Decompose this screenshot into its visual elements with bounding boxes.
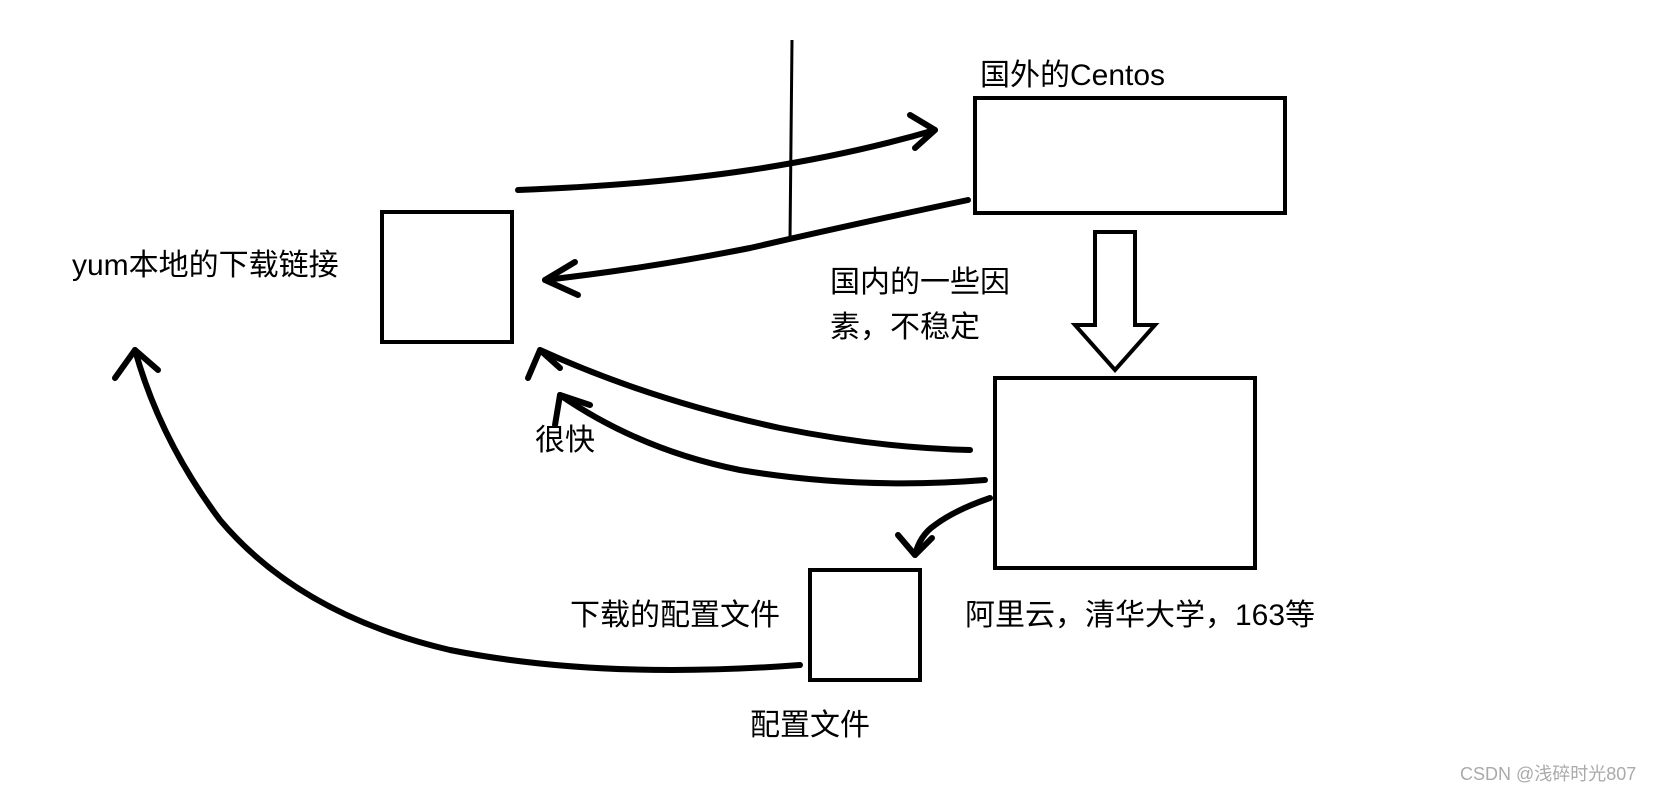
very-fast-label: 很快 (535, 415, 595, 459)
config-file-label: 配置文件 (750, 700, 870, 744)
mirror-box (995, 378, 1255, 568)
domestic-factors-label: 国内的一些因素，不稳定 (830, 260, 1060, 350)
flowchart-diagram (0, 0, 1677, 795)
vertical-divider (790, 40, 792, 240)
block-down-arrow (1075, 232, 1155, 370)
arrow-yum-to-foreign (518, 130, 935, 190)
arrow-mirror-to-yum (560, 395, 985, 483)
download-config-label: 下载的配置文件 (570, 590, 780, 634)
csdn-watermark: CSDN @浅碎时光807 (1460, 760, 1636, 786)
arrow-mirror-to-config-head (898, 535, 932, 555)
arrow-yum-to-mirror (540, 350, 970, 450)
foreign-centos-box (975, 98, 1285, 213)
mirrors-label: 阿里云，清华大学，163等 (965, 590, 1315, 634)
yum-box (382, 212, 512, 342)
yum-local-label: yum本地的下载链接 (72, 240, 339, 284)
config-file-box (810, 570, 920, 680)
foreign-centos-label: 国外的Centos (980, 50, 1165, 94)
